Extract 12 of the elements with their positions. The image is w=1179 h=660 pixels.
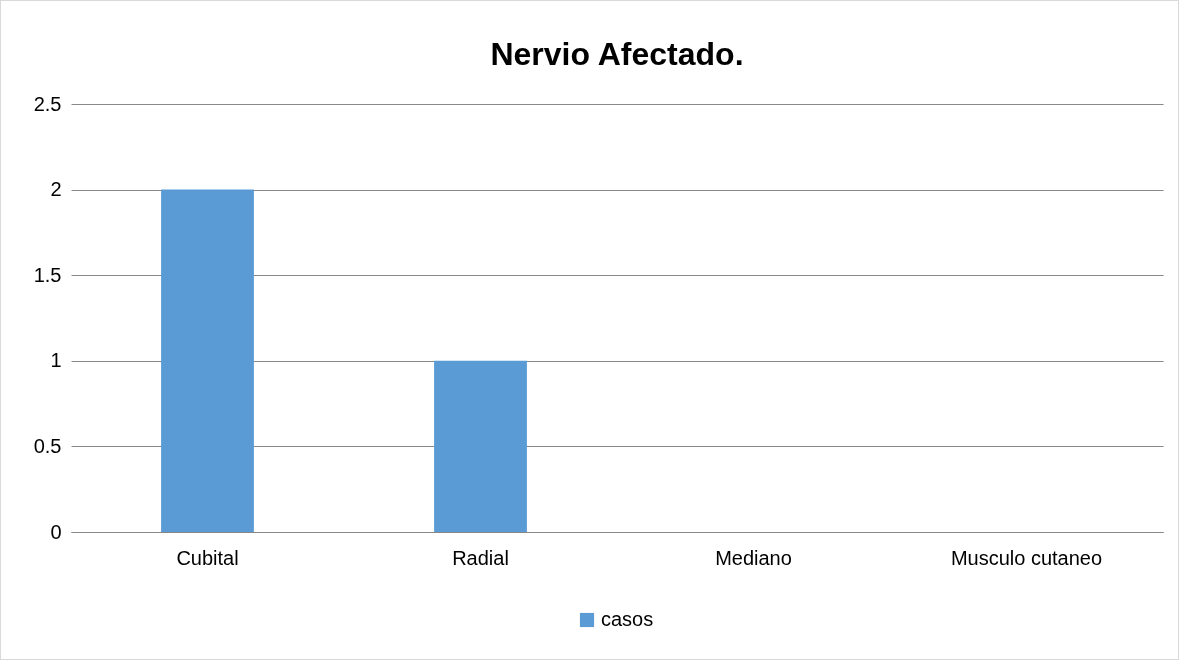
x-tick-label: Radial: [452, 546, 509, 569]
x-tick-label: Cubital: [176, 546, 239, 569]
y-tick-label: 1: [50, 349, 62, 372]
x-tick-label: Mediano: [715, 546, 792, 569]
y-tick-label: 1.5: [33, 263, 62, 286]
legend-label: casos: [601, 608, 654, 630]
y-tick-label: 0: [50, 520, 62, 543]
y-tick-label: 2: [50, 178, 62, 201]
x-tick-label: Musculo cutaneo: [950, 546, 1103, 569]
chart-title: Nervio Afectado.: [490, 36, 744, 72]
y-tick-label: 0.5: [33, 434, 62, 457]
y-tick-label: 2.5: [33, 92, 62, 115]
